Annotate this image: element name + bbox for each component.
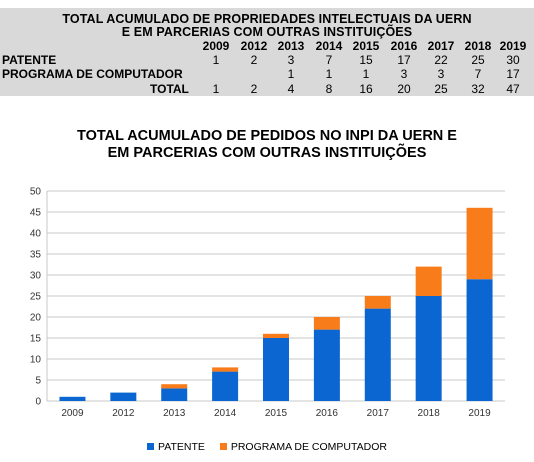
summary-table: TOTAL ACUMULADO DE PROPRIEDADES INTELECT…	[0, 8, 534, 96]
y-tick-label: 35	[30, 250, 42, 261]
stacked-bar-chart: 2009 2012 2013 2014 2015 2016 2017 2018 2019 051…	[30, 187, 505, 419]
bar-patente-2013	[161, 388, 188, 401]
table-cell: 1	[362, 67, 370, 81]
bar-patente-2014	[212, 371, 239, 401]
x-tick-label: 2017	[367, 408, 390, 419]
table-cell: 8	[325, 82, 333, 96]
y-tick-label: 30	[30, 271, 42, 282]
bar-patente-2018	[415, 296, 442, 401]
bar-programa-2019	[466, 207, 493, 280]
table-cell: 16	[359, 82, 373, 96]
table-cell: 22	[434, 53, 448, 67]
legend-item-patente: PATENTE	[147, 441, 205, 453]
bar-patente-2019	[466, 279, 493, 401]
x-tick-label: 2019	[468, 408, 491, 419]
x-tick-label: 2013	[163, 408, 186, 419]
legend-label-patente: PATENTE	[158, 441, 205, 453]
table-cell: 20	[397, 82, 411, 96]
chart-legend: PATENTE PROGRAMA DE COMPUTADOR	[0, 441, 534, 453]
table-cell: 7	[474, 67, 482, 81]
y-tick-label: 40	[30, 229, 42, 240]
x-tick-label: 2015	[265, 408, 288, 419]
bar-patente-2017	[364, 308, 391, 401]
y-tick-label: 25	[30, 292, 42, 303]
table-cell: 3	[287, 53, 295, 67]
table-cell: 15	[359, 53, 373, 67]
table-cell: 30	[506, 53, 520, 67]
table-cell: 47	[506, 82, 520, 96]
table-cell: 4	[287, 82, 295, 96]
bar-programa-2015	[263, 333, 289, 338]
table-cell: 25	[471, 53, 485, 67]
x-tick-label: 2018	[418, 408, 441, 419]
table-cell: 3	[437, 67, 445, 81]
y-tick-label: 20	[30, 313, 42, 324]
table-cell: 1	[212, 82, 220, 96]
x-tick-label: 2012	[112, 408, 135, 419]
legend-item-programa: PROGRAMA DE COMPUTADOR	[219, 441, 387, 453]
bar-programa-2017	[364, 296, 391, 309]
row-label-patente: PATENTE	[2, 53, 57, 67]
table-year-header: 2018	[464, 39, 492, 53]
x-tick-label: 2009	[61, 408, 84, 419]
bar-patente-2012	[110, 392, 137, 401]
table-cell: 1	[325, 67, 333, 81]
x-tick-label: 2014	[214, 408, 237, 419]
bar-patente-2009	[59, 396, 86, 401]
table-title-line1: TOTAL ACUMULADO DE PROPRIEDADES INTELECT…	[62, 12, 472, 26]
table-year-header: 2013	[277, 39, 305, 53]
table-cell: 32	[471, 82, 485, 96]
row-label-total: TOTAL	[150, 82, 189, 96]
table-cell: 3	[400, 67, 408, 81]
y-tick-label: 50	[30, 187, 42, 198]
table-year-header: 2015	[352, 39, 380, 53]
table-year-header: 2019	[499, 39, 527, 53]
table-cell: 2	[250, 82, 258, 96]
y-tick-label: 10	[30, 355, 42, 366]
table-cell: 17	[506, 67, 520, 81]
table-year-header: 2016	[390, 39, 418, 53]
chart-title-line1: TOTAL ACUMULADO DE PEDIDOS NO INPI DA UE…	[77, 128, 457, 144]
table-title-line2: E EM PARCERIAS COM OUTRAS INSTITUIÇÕES	[121, 25, 413, 39]
table-cell: 7	[325, 53, 333, 67]
table-cell: 2	[250, 53, 258, 67]
bar-programa-2013	[161, 384, 188, 389]
y-tick-label: 5	[35, 376, 41, 387]
y-tick-label: 15	[30, 334, 42, 345]
bar-patente-2015	[263, 338, 289, 401]
table-cell: 25	[434, 82, 448, 96]
table-year-header: 2012	[240, 39, 268, 53]
table-year-header: 2009	[202, 39, 230, 53]
table-cell: 17	[397, 53, 411, 67]
table-year-header: 2017	[427, 39, 455, 53]
bar-programa-2018	[415, 266, 442, 296]
table-cell: 1	[212, 53, 220, 67]
bar-programa-2016	[313, 317, 340, 330]
table-year-header: 2014	[315, 39, 343, 53]
legend-swatch-programa	[219, 443, 227, 450]
table-cell: 1	[287, 67, 295, 81]
bar-programa-2014	[212, 367, 239, 372]
row-label-programa: PROGRAMA DE COMPUTADOR	[2, 67, 183, 81]
chart-title-line2: EM PARCERIAS COM OUTRAS INSTITUIÇÕES	[107, 145, 427, 161]
x-tick-label: 2016	[316, 408, 339, 419]
y-tick-label: 0	[35, 397, 41, 408]
legend-swatch-patente	[147, 443, 155, 450]
bar-patente-2016	[313, 329, 340, 401]
legend-label-programa: PROGRAMA DE COMPUTADOR	[230, 441, 387, 453]
y-tick-label: 45	[30, 208, 42, 219]
